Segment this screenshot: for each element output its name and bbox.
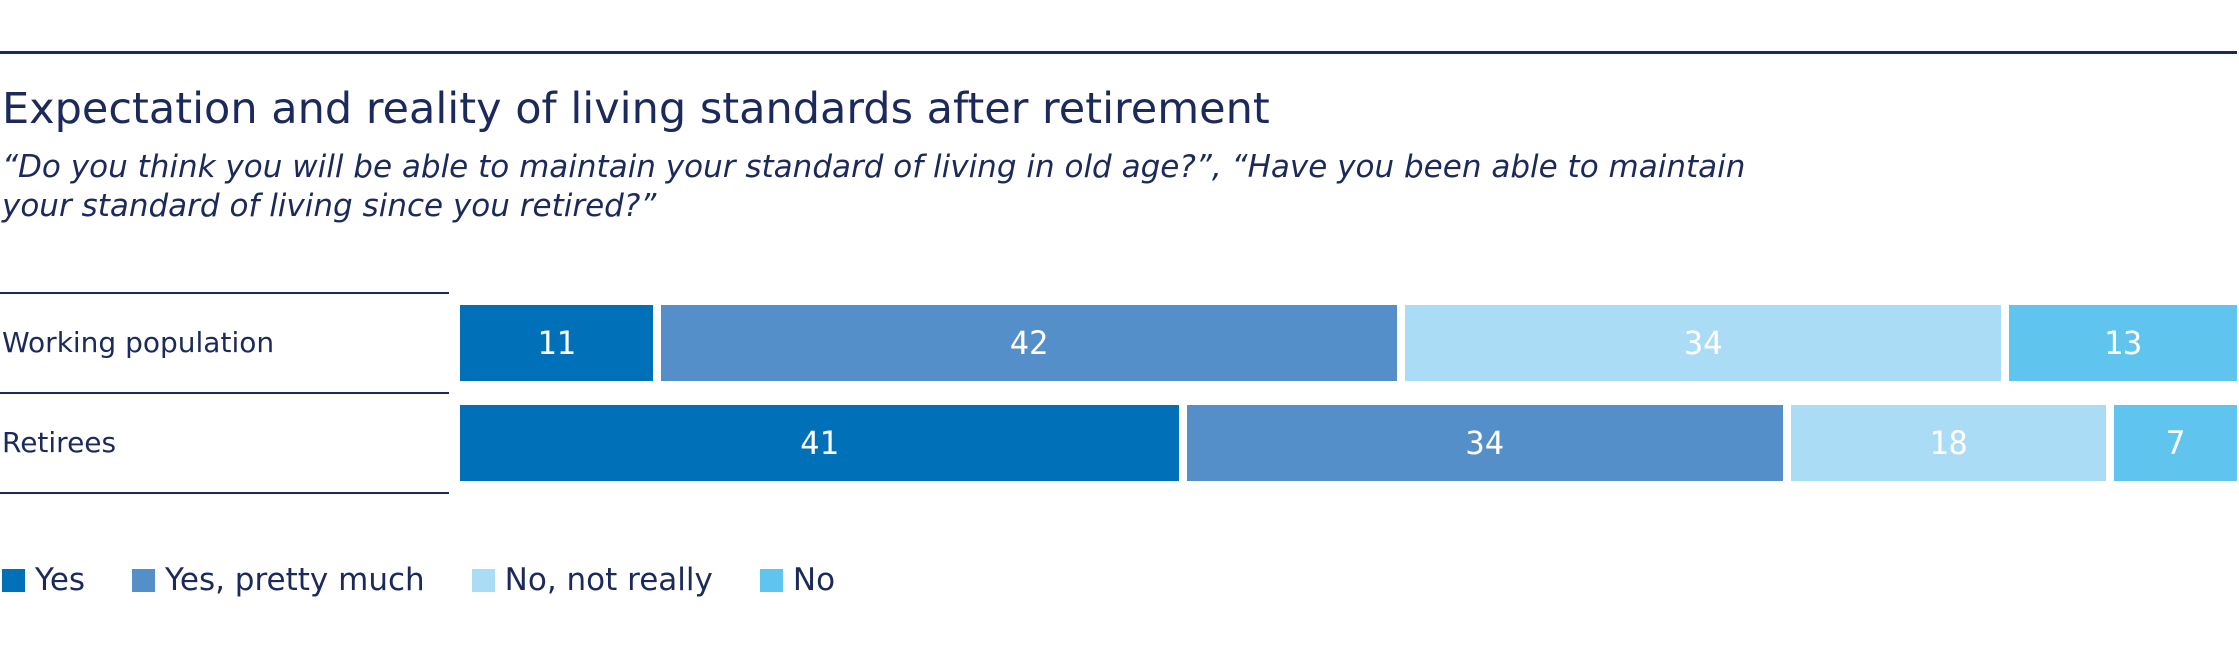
legend-item: Yes <box>2 562 85 598</box>
bar-segment: 7 <box>2114 405 2237 481</box>
bar-segment: 11 <box>460 305 653 381</box>
bar-segment: 34 <box>1186 405 1783 481</box>
legend-swatch <box>759 568 783 592</box>
legend-item: No, not really <box>471 562 713 598</box>
legend-swatch <box>132 568 156 592</box>
category-label: Retirees <box>2 426 117 459</box>
legend-swatch <box>471 568 495 592</box>
data-label: 42 <box>1009 324 1049 362</box>
legend-label: No, not really <box>504 562 713 598</box>
row-divider <box>0 392 449 394</box>
data-label: 7 <box>2166 424 2186 462</box>
top-rule <box>0 51 2237 54</box>
legend-swatch <box>2 568 25 592</box>
legend-item: Yes, pretty much <box>132 562 425 598</box>
bar-segment: 34 <box>1405 305 2002 381</box>
category-label: Working population <box>2 326 275 359</box>
data-label: 13 <box>2103 324 2143 362</box>
row-divider <box>0 492 449 494</box>
data-label: 34 <box>1465 424 1504 462</box>
data-label: 34 <box>1683 324 1723 362</box>
legend-item: No <box>759 562 836 598</box>
legend-label: Yes <box>35 562 86 598</box>
legend-label: No <box>792 562 836 598</box>
data-label: 41 <box>800 424 839 462</box>
bar-segment: 42 <box>660 305 1398 381</box>
chart-legend: Yes Yes, pretty much No, not really No <box>2 562 882 598</box>
legend-label: Yes, pretty much <box>165 562 425 598</box>
row-divider <box>0 292 449 294</box>
bar-segment: 18 <box>1790 405 2107 481</box>
data-label: 11 <box>537 324 576 362</box>
bar-segment: 13 <box>2009 305 2237 381</box>
chart-title: Expectation and reality of living standa… <box>2 84 1270 134</box>
data-label: 18 <box>1929 424 1968 462</box>
bar-segment: 41 <box>460 405 1179 481</box>
chart-subtitle: “Do you think you will be able to mainta… <box>2 149 1746 224</box>
